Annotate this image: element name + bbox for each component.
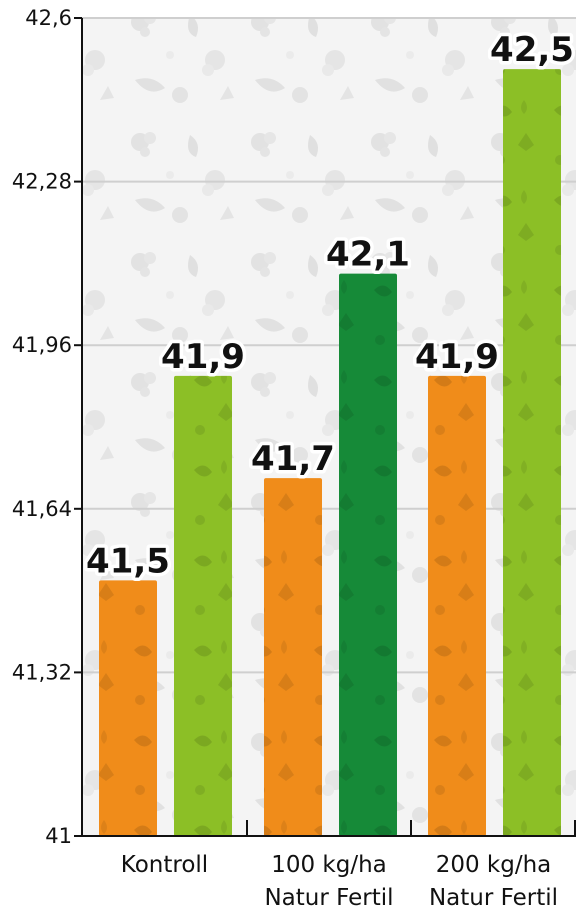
y-tick-labels: 41 41,32 41,64 41,96 42,28 42,6 [12, 6, 72, 848]
data-label: 42,5 [490, 30, 574, 70]
category-labels: Kontroll 100 kg/ha Natur Fertil 200 kg/ha Na… [121, 852, 558, 911]
bar [174, 375, 232, 836]
x-category-label: Natur Fertil [264, 885, 393, 911]
bar [428, 375, 486, 836]
y-tick-label: 42,6 [25, 6, 72, 30]
bar [99, 580, 157, 836]
bar [339, 273, 397, 836]
x-category-label: 200 kg/ha [436, 852, 552, 878]
bar-texture [339, 273, 397, 836]
x-category-label: 100 kg/ha [271, 852, 387, 878]
bar-texture [264, 478, 322, 836]
x-category-label: Natur Fertil [429, 885, 558, 911]
y-tick-label: 42,28 [12, 170, 72, 194]
axes [74, 17, 576, 837]
y-tick-label: 41,96 [12, 333, 72, 357]
data-label: 41,5 [86, 541, 170, 581]
y-tick-label: 41 [45, 824, 72, 848]
value-labels: 41,5 41,9 41,7 42,1 41,9 42,5 [83, 27, 577, 585]
bar-texture [99, 580, 157, 836]
bars [99, 69, 561, 836]
bar-texture [428, 375, 486, 836]
y-tick-label: 41,32 [12, 660, 72, 684]
data-label: 41,7 [251, 439, 335, 479]
gridlines [82, 17, 576, 674]
data-label: 41,9 [415, 337, 499, 377]
x-category-label: Kontroll [121, 852, 208, 878]
bar [503, 69, 561, 836]
bar-texture [174, 375, 232, 836]
data-label: 42,1 [326, 235, 410, 275]
plot-background [82, 18, 576, 836]
bar [264, 478, 322, 836]
bar-texture [503, 69, 561, 836]
data-label: 41,9 [161, 337, 245, 377]
y-tick-label: 41,64 [12, 497, 72, 521]
